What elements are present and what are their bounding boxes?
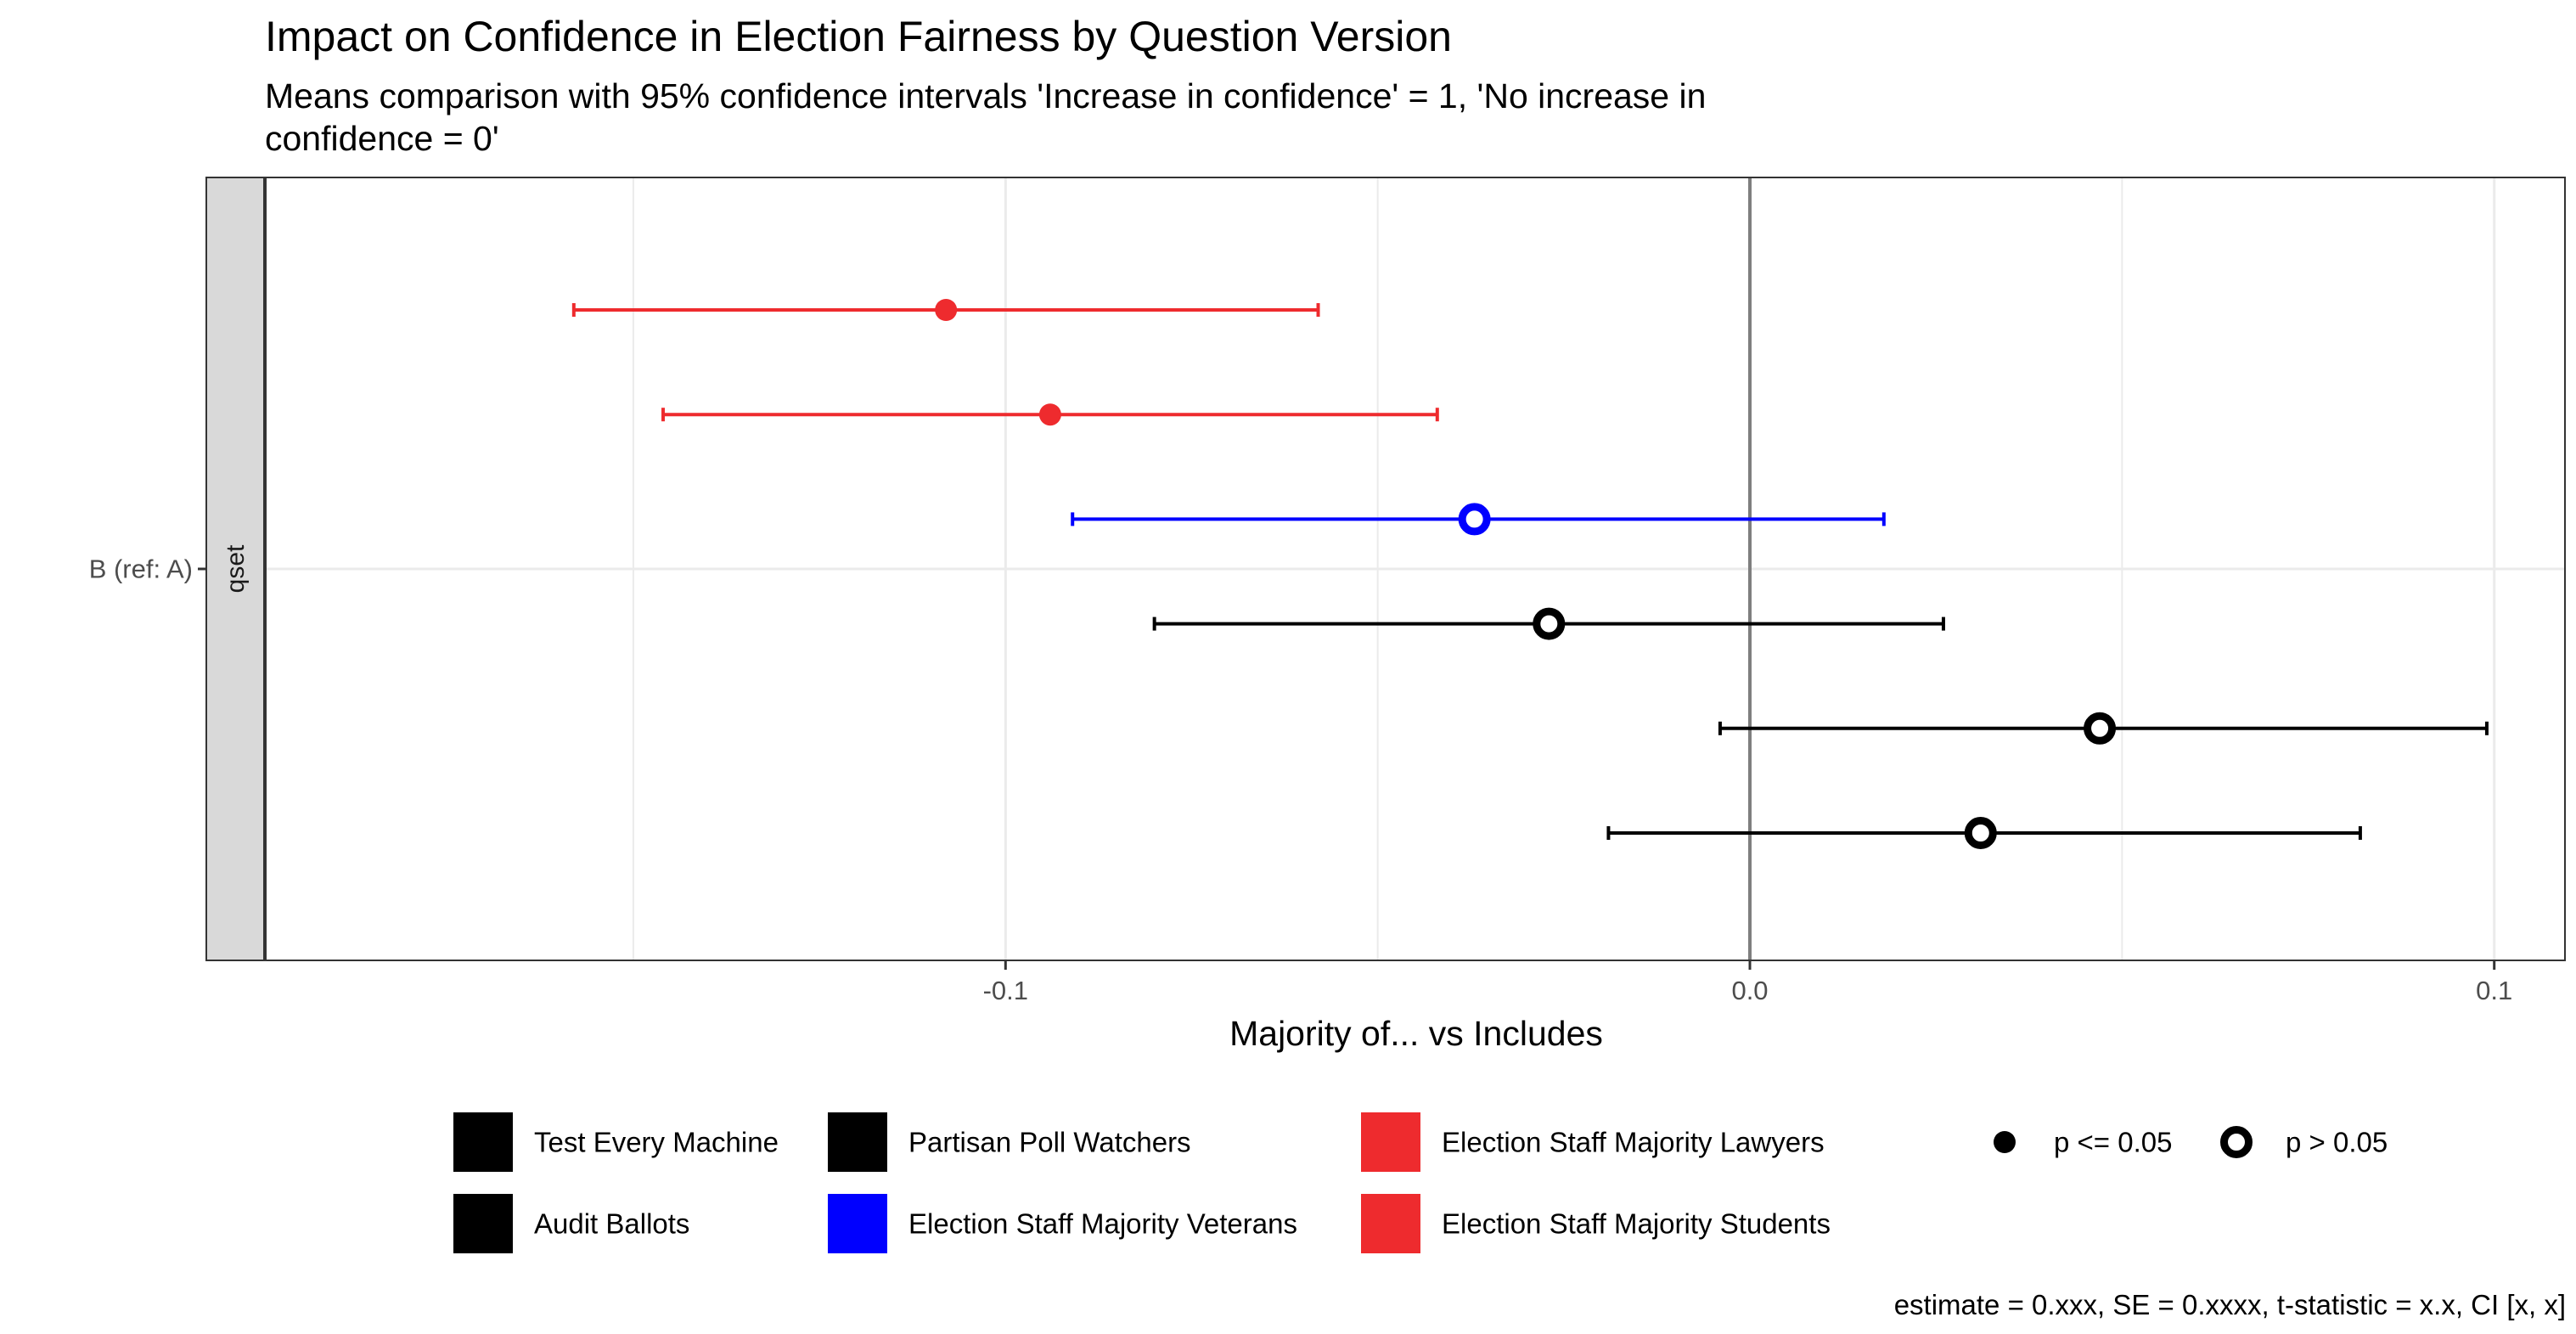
legend-key <box>453 1112 513 1172</box>
legend-shape-item: p <= 0.05 <box>1994 1127 2172 1158</box>
legend-shape-label: p > 0.05 <box>2286 1127 2388 1158</box>
legend-label: Partisan Poll Watchers <box>908 1127 1191 1158</box>
legend-label: Audit Ballots <box>534 1208 689 1240</box>
legend-item: Partisan Poll Watchers <box>828 1112 1191 1172</box>
facet-strip-label: qset <box>222 544 250 593</box>
series-estimate <box>571 299 1320 321</box>
chart-subtitle-line-1: Means comparison with 95% confidence int… <box>265 76 1706 115</box>
chart-title: Impact on Confidence in Election Fairnes… <box>265 13 1452 60</box>
legend-key <box>1361 1112 1420 1172</box>
series-estimate <box>661 403 1439 426</box>
point-estimate <box>1038 403 1061 426</box>
y-axis-tick-label: B (ref: A) <box>89 554 193 584</box>
series-estimate <box>1071 503 1886 536</box>
x-axis: B (ref: A) -0.1 0.0 0.1 <box>89 554 2513 1006</box>
legend: Test Every Machine Audit Ballots Partisan … <box>453 1112 2388 1253</box>
point-estimate <box>1533 607 1566 640</box>
x-axis-title: Majority of... vs Includes <box>1229 1014 1603 1053</box>
facet-strip <box>206 177 265 960</box>
point-estimate <box>935 299 958 321</box>
legend-item: Election Staff Majority Veterans <box>828 1194 1297 1253</box>
series-estimate <box>1606 817 2362 849</box>
legend-label: Test Every Machine <box>534 1127 779 1158</box>
point-estimate <box>1964 817 1997 849</box>
legend-label: Election Staff Majority Veterans <box>908 1208 1297 1240</box>
legend-key <box>453 1194 513 1253</box>
series-estimate <box>1718 712 2489 745</box>
legend-key <box>828 1112 887 1172</box>
legend-item: Election Staff Majority Lawyers <box>1361 1112 1825 1172</box>
x-axis-tick-label: 0.0 <box>1731 976 1768 1005</box>
legend-item: Audit Ballots <box>453 1194 689 1253</box>
point-estimate <box>2084 712 2117 745</box>
legend-key <box>828 1194 887 1253</box>
legend-item: Test Every Machine <box>453 1112 779 1172</box>
legend-shape-item: p > 0.05 <box>2220 1126 2388 1158</box>
legend-label: Election Staff Majority Students <box>1442 1208 1831 1240</box>
legend-key <box>1361 1194 1420 1253</box>
series-estimate <box>1152 607 1945 640</box>
x-axis-tick-label: 0.1 <box>2476 976 2512 1005</box>
plot-area: qset <box>205 177 2566 961</box>
chart-caption: estimate = 0.xxx, SE = 0.xxxx, t-statist… <box>1894 1289 2566 1320</box>
chart-subtitle-line-2: confidence = 0' <box>265 119 499 158</box>
legend-item: Election Staff Majority Students <box>1361 1194 1831 1253</box>
point-estimate <box>1458 503 1491 536</box>
legend-shape-key <box>1994 1131 2016 1153</box>
x-axis-tick-label: -0.1 <box>983 976 1028 1005</box>
legend-shape-key <box>2220 1126 2253 1158</box>
legend-shape-label: p <= 0.05 <box>2054 1127 2172 1158</box>
legend-label: Election Staff Majority Lawyers <box>1442 1127 1825 1158</box>
